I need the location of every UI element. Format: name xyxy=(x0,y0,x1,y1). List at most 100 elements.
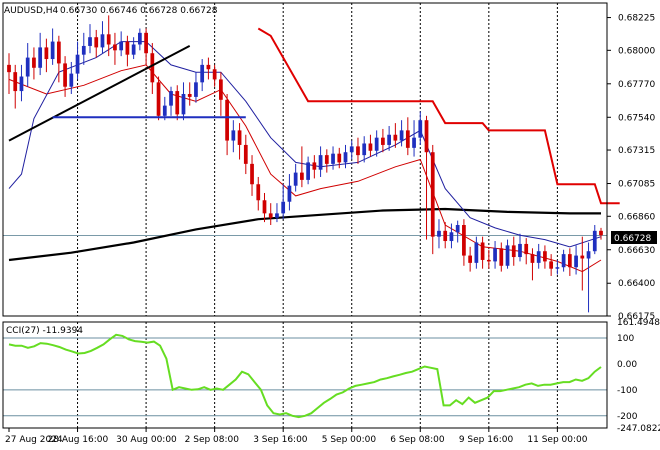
candle-body[interactable] xyxy=(455,225,460,233)
candle-body[interactable] xyxy=(518,243,522,258)
candle-body[interactable] xyxy=(268,213,273,218)
candle-body[interactable] xyxy=(7,64,11,73)
candle-body[interactable] xyxy=(511,245,516,258)
candle-body[interactable] xyxy=(493,248,497,262)
candle-body[interactable] xyxy=(312,162,317,170)
candle-body[interactable] xyxy=(25,57,30,77)
candle-body[interactable] xyxy=(374,137,379,151)
candle-body[interactable] xyxy=(32,57,36,68)
candle-body[interactable] xyxy=(300,172,304,180)
candle-body[interactable] xyxy=(262,200,267,214)
candle-body[interactable] xyxy=(125,41,130,55)
candle-body[interactable] xyxy=(561,254,566,268)
candle-body[interactable] xyxy=(443,230,448,242)
candle-body[interactable] xyxy=(393,134,398,141)
candle-body[interactable] xyxy=(592,230,597,252)
candle-body[interactable] xyxy=(113,44,117,51)
candle-body[interactable] xyxy=(287,185,292,202)
candle-body[interactable] xyxy=(181,93,186,115)
candle-body[interactable] xyxy=(94,37,99,48)
candle-body[interactable] xyxy=(549,261,554,269)
candle-body[interactable] xyxy=(256,184,261,201)
candle-body[interactable] xyxy=(162,105,167,116)
candle-body[interactable] xyxy=(567,254,572,268)
candle-body[interactable] xyxy=(231,130,236,141)
candle-body[interactable] xyxy=(306,162,310,180)
candle-body[interactable] xyxy=(536,251,541,263)
candle-body[interactable] xyxy=(63,63,67,87)
candle-body[interactable] xyxy=(474,242,479,263)
candle-body[interactable] xyxy=(486,259,491,262)
candle-body[interactable] xyxy=(237,130,242,145)
candle-body[interactable] xyxy=(56,41,61,64)
candle-body[interactable] xyxy=(387,134,391,145)
candle-body[interactable] xyxy=(119,41,124,51)
candle-body[interactable] xyxy=(106,34,111,45)
candle-body[interactable] xyxy=(44,47,49,60)
candle-body[interactable] xyxy=(405,130,410,148)
candle-body[interactable] xyxy=(368,143,373,151)
candle-body[interactable] xyxy=(449,232,454,242)
candle-body[interactable] xyxy=(50,41,55,60)
candle-body[interactable] xyxy=(574,255,578,268)
candle-body[interactable] xyxy=(331,153,335,164)
candle-body[interactable] xyxy=(206,64,211,70)
candle-body[interactable] xyxy=(281,201,286,214)
candle-body[interactable] xyxy=(555,267,560,269)
candle-body[interactable] xyxy=(131,44,136,55)
candle-body[interactable] xyxy=(219,79,223,100)
candle-body[interactable] xyxy=(175,91,180,115)
candle-body[interactable] xyxy=(530,254,535,263)
candle-body[interactable] xyxy=(381,137,385,145)
candle-body[interactable] xyxy=(437,230,441,237)
candle-body[interactable] xyxy=(38,47,43,68)
candle-body[interactable] xyxy=(480,242,485,260)
candle-body[interactable] xyxy=(343,152,348,163)
candle-body[interactable] xyxy=(169,91,173,106)
candle-body[interactable] xyxy=(194,82,198,97)
candle-body[interactable] xyxy=(356,146,360,156)
candle-body[interactable] xyxy=(362,143,367,156)
candle-body[interactable] xyxy=(468,255,473,263)
candle-body[interactable] xyxy=(349,146,354,153)
candle-body[interactable] xyxy=(462,225,466,256)
candle-body[interactable] xyxy=(580,255,585,259)
candle-body[interactable] xyxy=(200,64,205,83)
candle-body[interactable] xyxy=(324,155,329,164)
candle-body[interactable] xyxy=(418,120,423,138)
candle-body[interactable] xyxy=(75,54,80,74)
candle-body[interactable] xyxy=(293,172,298,186)
candle-body[interactable] xyxy=(524,243,529,255)
candle-body[interactable] xyxy=(100,34,105,48)
candle-body[interactable] xyxy=(318,155,323,170)
candle-body[interactable] xyxy=(599,230,603,236)
candle-body[interactable] xyxy=(430,152,435,237)
candle-body[interactable] xyxy=(156,82,161,116)
candle-body[interactable] xyxy=(275,213,279,218)
candle-body[interactable] xyxy=(243,144,248,164)
candle-body[interactable] xyxy=(505,245,510,266)
candle-body[interactable] xyxy=(424,120,429,153)
candle-body[interactable] xyxy=(399,130,404,141)
candle-body[interactable] xyxy=(69,73,74,87)
candle-body[interactable] xyxy=(412,137,416,148)
candle-body[interactable] xyxy=(13,72,18,92)
candle-body[interactable] xyxy=(144,32,148,54)
candle-body[interactable] xyxy=(499,248,504,266)
candle-body[interactable] xyxy=(150,53,155,83)
candle-body[interactable] xyxy=(212,69,217,80)
stop-level-line xyxy=(257,27,620,205)
ohlc-readout: 0.66730 0.66746 0.66728 0.66728 xyxy=(60,6,218,16)
candle-body[interactable] xyxy=(81,45,86,55)
candle-body[interactable] xyxy=(543,251,547,262)
candle-body[interactable] xyxy=(187,93,192,97)
candle-body[interactable] xyxy=(337,153,342,163)
candle-body[interactable] xyxy=(250,163,254,185)
candle-body[interactable] xyxy=(19,76,24,92)
candle-body[interactable] xyxy=(137,32,142,45)
price-y-tick-label: 0.67770 xyxy=(618,80,655,90)
candle-body[interactable] xyxy=(225,99,229,141)
candle-body[interactable] xyxy=(88,37,92,46)
candle-body[interactable] xyxy=(586,251,591,259)
candles-group[interactable] xyxy=(7,15,603,313)
